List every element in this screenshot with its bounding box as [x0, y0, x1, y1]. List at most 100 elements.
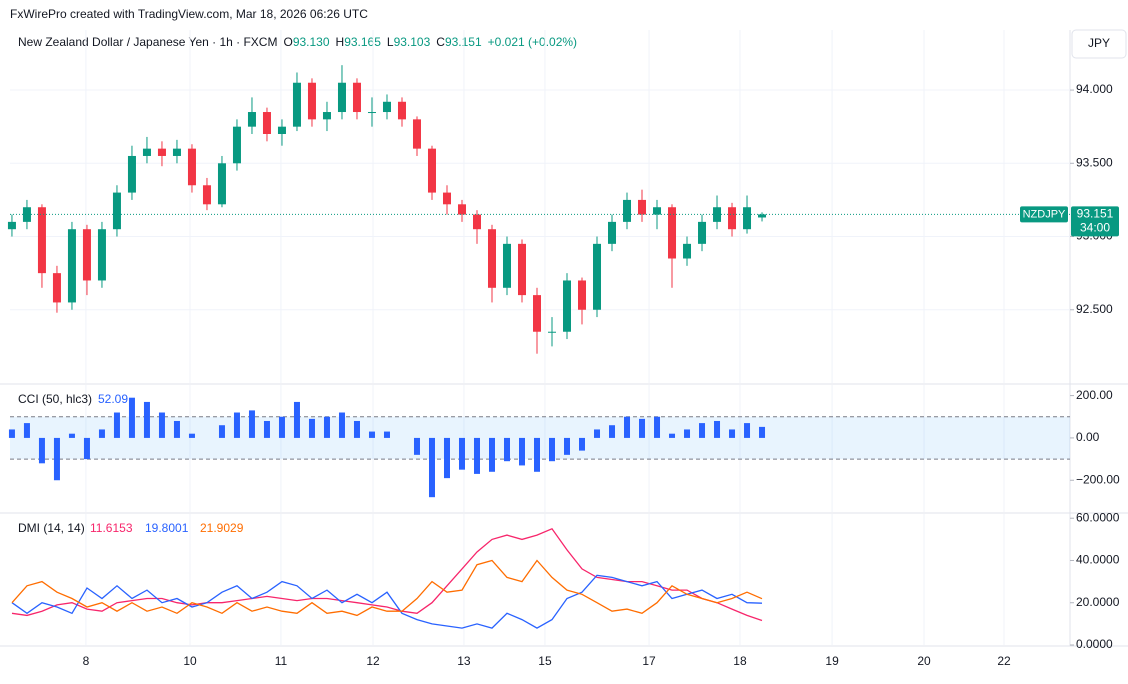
cci-bar [579, 437, 586, 451]
candle-body [157, 148, 166, 156]
x-tick-label: 17 [642, 654, 656, 668]
cci-bar [699, 423, 706, 438]
candle-body [442, 192, 451, 205]
candle-body [412, 119, 421, 149]
symbol-tag [1020, 206, 1068, 223]
candle-body [653, 207, 662, 215]
cci-bar [413, 437, 420, 455]
indicator-value: 21.9029 [200, 521, 244, 535]
high-label: H [336, 35, 345, 49]
cci-bar [338, 412, 345, 438]
cci-bar [549, 437, 556, 462]
dmi-line [11, 574, 763, 629]
close-label: C [436, 35, 445, 49]
x-tick-label: 15 [538, 654, 552, 668]
cci-bar [443, 437, 450, 479]
candle-body [578, 280, 587, 310]
cci-bar [368, 431, 375, 438]
indicator-value: 19.8001 [145, 521, 189, 535]
candle-body [112, 192, 121, 230]
cci-bar [428, 437, 435, 498]
cci-bar [684, 429, 691, 438]
candle-body [758, 214, 767, 218]
high-value: 93.165 [344, 35, 381, 49]
indicator-value: 11.6153 [90, 521, 133, 535]
candle-body [307, 82, 316, 120]
y-tick-label: −200.00 [1076, 472, 1120, 486]
indicator-value: 52.09 [98, 392, 128, 406]
cci-bar [744, 423, 751, 438]
cci-bar [98, 429, 105, 438]
cci-bar [654, 416, 661, 438]
candle-body [487, 229, 496, 288]
cci-bar [308, 418, 315, 438]
cci-bar [594, 429, 601, 438]
currency-button[interactable] [1071, 29, 1127, 59]
price-tag-value: 93.151 [1077, 207, 1114, 221]
candle-body [502, 243, 511, 288]
cci-bar [83, 437, 90, 460]
x-tick-label: 20 [917, 654, 931, 668]
price-tag-countdown: 34:00 [1080, 221, 1110, 235]
y-tick-label: 92.500 [1076, 302, 1113, 316]
candle-body [457, 204, 466, 215]
y-tick-label: 60.0000 [1076, 510, 1120, 524]
x-tick-label: 8 [83, 654, 90, 668]
cci-bar [248, 410, 255, 438]
candle-body [217, 163, 226, 205]
y-tick-label: 200.00 [1076, 388, 1113, 402]
candle-body [548, 331, 557, 333]
candle-body [608, 221, 617, 244]
indicator-title: CCI (50, hlc3) [18, 392, 92, 406]
change-value: +0.021 (+0.02%) [488, 35, 577, 49]
candle-body [172, 148, 181, 156]
caption: FxWirePro created with TradingView.com, … [10, 7, 368, 21]
cci-bar [759, 426, 766, 438]
cci-bar [518, 437, 525, 466]
candle-body [277, 126, 286, 134]
low-label: L [387, 35, 394, 49]
cci-bar [68, 433, 75, 438]
candle-body [593, 243, 602, 310]
x-tick-label: 19 [825, 654, 839, 668]
candle-body [698, 221, 707, 244]
y-tick-label: 0.0000 [1076, 637, 1113, 651]
cci-bar [323, 416, 330, 438]
x-tick-label: 22 [997, 654, 1011, 668]
candle-body [292, 82, 301, 127]
y-tick-label: 0.00 [1076, 430, 1100, 444]
candle-body [127, 155, 136, 193]
cci-bar [473, 437, 480, 474]
currency-label: JPY [1088, 36, 1110, 50]
candle-body [367, 112, 376, 114]
candle-body [472, 214, 481, 230]
candle-body [202, 185, 211, 205]
cci-band [10, 416, 1070, 460]
cci-bar [53, 437, 60, 481]
candle-body [683, 243, 692, 259]
open-label: O [283, 35, 292, 49]
candle-body [352, 82, 361, 113]
candle-body [337, 82, 346, 113]
cci-bar [383, 431, 390, 438]
candle-body [262, 112, 271, 134]
x-tick-label: 11 [275, 654, 288, 668]
cci-bar [624, 416, 631, 438]
price-tag [1071, 206, 1119, 237]
candle-body [623, 199, 632, 222]
cci-bar [38, 437, 45, 464]
candle-body [97, 229, 106, 281]
cci-bar [458, 437, 465, 470]
x-tick-label: 10 [183, 654, 197, 668]
candle-body [382, 101, 391, 113]
cci-bar [353, 420, 360, 438]
cci-bar [503, 437, 510, 462]
cci-bar [218, 425, 225, 438]
x-tick-label: 12 [366, 654, 380, 668]
candle-body [247, 112, 256, 127]
candle-body [232, 126, 241, 164]
candle-body [322, 112, 331, 120]
candle-body [397, 101, 406, 120]
